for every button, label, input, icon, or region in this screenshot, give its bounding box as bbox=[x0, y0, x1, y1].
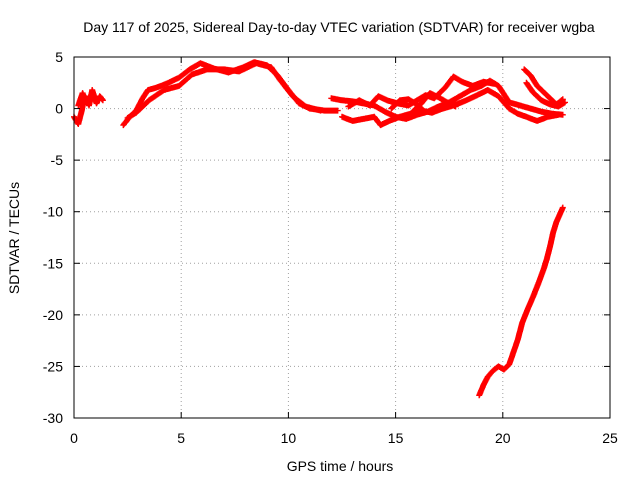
x-tick-label: 5 bbox=[177, 430, 185, 446]
y-tick-label: -10 bbox=[43, 204, 63, 220]
x-tick-label: 0 bbox=[70, 430, 78, 446]
x-tick-label: 20 bbox=[495, 430, 511, 446]
y-tick-label: 0 bbox=[55, 101, 63, 117]
series-0-trace-3 bbox=[124, 60, 324, 121]
series-0-trace-8-markers bbox=[388, 96, 427, 114]
series-0-trace-8 bbox=[388, 96, 427, 114]
series-0-trace-0 bbox=[71, 87, 106, 127]
series-0-trace-9 bbox=[521, 66, 566, 108]
axis-ticks: 0 5 10 15 20 25 5 0 -5 -10 -15 -20 -25 -30 bbox=[43, 49, 618, 446]
y-tick-label: -20 bbox=[43, 307, 63, 323]
y-tick-label: -25 bbox=[43, 358, 63, 374]
y-axis-label: SDTVAR / TECUs bbox=[6, 182, 22, 294]
data-traces bbox=[71, 59, 568, 399]
y-tick-label: 5 bbox=[55, 49, 63, 65]
x-tick-label: 25 bbox=[602, 430, 618, 446]
series-0-trace-0-markers bbox=[71, 87, 106, 127]
x-axis-label: GPS time / hours bbox=[287, 458, 394, 474]
y-tick-label: -30 bbox=[43, 410, 63, 426]
x-tick-label: 15 bbox=[388, 430, 404, 446]
series-0-trace-9-markers bbox=[521, 66, 566, 108]
chart-title: Day 117 of 2025, Sidereal Day-to-day VTE… bbox=[83, 19, 595, 35]
x-tick-label: 10 bbox=[281, 430, 297, 446]
series-1-trace-markers bbox=[476, 204, 566, 399]
series-0-trace-10 bbox=[523, 79, 568, 110]
series-0-trace-10-markers bbox=[523, 79, 568, 110]
series-1-trace bbox=[476, 204, 566, 399]
series-0-trace-1-markers bbox=[75, 90, 99, 109]
y-tick-label: -15 bbox=[43, 255, 63, 271]
y-tick-label: -5 bbox=[51, 152, 64, 168]
plot-frame bbox=[73, 56, 611, 419]
series-0-trace-3-markers bbox=[124, 60, 324, 121]
series-0-trace-1 bbox=[75, 90, 99, 109]
